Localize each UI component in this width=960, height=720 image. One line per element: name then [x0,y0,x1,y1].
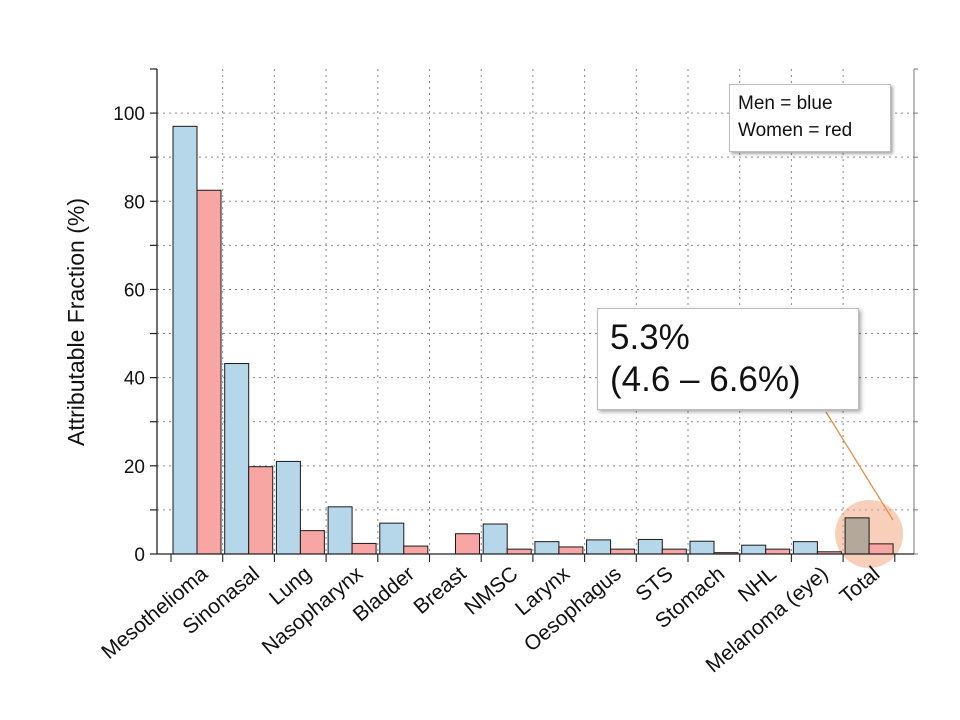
bar-women-breast [455,533,480,555]
y-tick-label: 20 [124,457,145,478]
bar-women-sts [661,548,687,555]
y-tick-label: 40 [124,369,145,390]
callout-range: (4.6 – 6.6%) [610,360,801,399]
bar-women-larynx [558,546,584,555]
y-tick-labels: 0 20 40 60 80 100 [113,104,145,566]
bar-men-total [844,517,870,555]
bar-women-sinonasal [248,466,274,555]
category-label: Breast [409,562,470,619]
bar-men-nhl [741,544,767,555]
category-label: Total [836,562,885,608]
bar-women-nasopharynx [351,542,377,555]
total-callout: 5.3% (4.6 – 6.6%) [597,308,859,410]
bar-men-sinonasal [224,363,250,555]
legend-entry-men: Men = blue [738,93,833,114]
y-tick-label: 60 [124,280,145,301]
callout-leader-line [825,411,894,521]
bar-women-total [868,543,894,555]
bar-men-nasopharynx [327,506,353,555]
bar-men-stomach [689,540,715,555]
bar-men-bladder [379,522,405,555]
bar-men-larynx [534,541,560,555]
legend-entry-women: Women = red [738,120,853,141]
axes [150,68,918,562]
bar-women-mesothelioma [196,189,222,555]
bar-men-melanoma-eye- [792,541,818,555]
y-tick-label: 0 [134,545,145,566]
legend: Men = blue Women = red [729,84,891,152]
bar-men-mesothelioma [172,125,198,555]
bar-men-lung [275,460,301,555]
y-tick-label: 80 [124,192,145,213]
callout-value: 5.3% [610,318,690,357]
bar-men-sts [637,538,663,555]
bar-women-nmsc [506,548,532,555]
y-axis-title: Attributable Fraction (%) [63,198,89,446]
bar-women-nhl [765,548,791,555]
bars [172,125,894,555]
category-label: NMSC [460,562,522,619]
bar-men-oesophagus [586,539,612,555]
bar-women-lung [299,530,325,555]
bar-men-nmsc [482,523,508,555]
bar-women-bladder [403,545,429,555]
y-tick-label: 100 [113,104,145,125]
bar-women-oesophagus [610,548,636,555]
